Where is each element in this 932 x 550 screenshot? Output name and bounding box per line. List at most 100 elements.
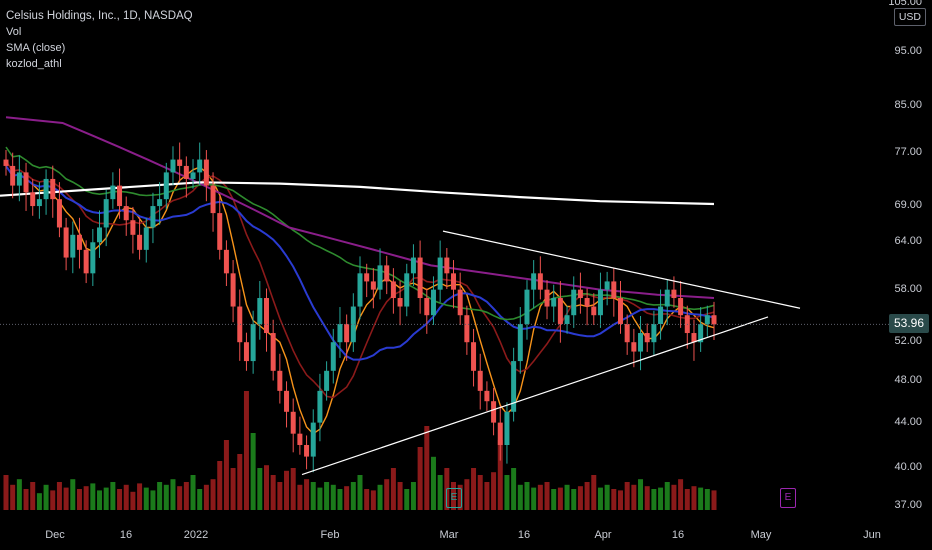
candle-body [564, 315, 570, 325]
volume-bar [103, 487, 109, 510]
candle-body [310, 422, 316, 457]
candle-body [664, 289, 670, 307]
upper-trendline [442, 230, 801, 309]
volume-bar [130, 491, 136, 510]
volume-bar [344, 486, 350, 510]
candle-body [317, 390, 323, 423]
volume-bar [3, 475, 9, 510]
candle-body [597, 289, 603, 316]
volume-bar [644, 486, 650, 510]
volume-bar [117, 489, 123, 510]
candle-body [511, 361, 517, 412]
candle-body [337, 324, 343, 343]
volume-bar [390, 468, 396, 510]
candle-body [304, 444, 310, 457]
volume-bar [284, 470, 290, 510]
x-tick-label: 16 [517, 529, 531, 541]
volume-bar [230, 468, 236, 510]
volume-bar [43, 484, 49, 510]
volume-bar [524, 482, 530, 510]
candle-body [277, 370, 283, 391]
volume-bar [484, 482, 490, 510]
candle-body [170, 159, 176, 173]
candle-body [250, 324, 256, 362]
candle-body [330, 342, 336, 371]
earnings-marker-upcoming[interactable]: E [780, 488, 796, 508]
volume-bar [177, 486, 183, 510]
earnings-marker-past[interactable]: E [446, 488, 462, 508]
volume-bar [190, 475, 196, 510]
volume-bar [491, 472, 497, 510]
candle-body [197, 159, 203, 173]
candle-body [658, 306, 664, 325]
y-tick-label: 48.00 [894, 373, 922, 386]
volume-bar [551, 489, 557, 510]
candle-body [524, 289, 530, 325]
volume-bar [557, 487, 563, 510]
volume-bar [604, 484, 610, 510]
volume-bar [97, 490, 103, 510]
x-tick-label: Mar [439, 529, 459, 541]
candle-body [404, 273, 410, 307]
volume-bar [350, 482, 356, 510]
volume-bar [297, 484, 303, 510]
chart-legend: Celsius Holdings, Inc., 1D, NASDAQ Vol S… [6, 8, 193, 72]
candle-body [203, 159, 209, 186]
candle-body [364, 273, 370, 282]
volume-bar [170, 479, 176, 510]
volume-bar [471, 468, 477, 510]
y-tick-label: 40.00 [894, 461, 922, 474]
candle-body [444, 257, 450, 274]
candle-body [143, 227, 149, 250]
candle-body [477, 370, 483, 391]
volume-bar [183, 482, 189, 510]
candle-body [163, 172, 169, 200]
legend-vol[interactable]: Vol [6, 26, 22, 38]
candle-body [284, 390, 290, 412]
volume-bar [290, 468, 296, 510]
candle-body [584, 298, 590, 307]
candle-body [537, 273, 543, 290]
volume-bar [497, 440, 503, 510]
candle-body [531, 273, 537, 290]
volume-bar [544, 482, 550, 510]
candle-body [557, 298, 563, 325]
candle-body [3, 159, 9, 166]
candle-body [711, 315, 717, 325]
volume-bar [404, 489, 410, 510]
candle-body [350, 306, 356, 343]
volume-bar [704, 489, 710, 510]
legend-indicator[interactable]: kozlod_athl [6, 58, 62, 70]
volume-bar [678, 479, 684, 510]
volume-bar [437, 475, 443, 510]
volume-bar [638, 479, 644, 510]
x-tick-label: Jun [863, 529, 881, 541]
volume-bar [143, 487, 149, 510]
volume-bar [504, 475, 510, 510]
candle-body [50, 178, 56, 200]
sma-long-line [5, 116, 715, 299]
candle-body [698, 324, 704, 343]
volume-bar [711, 490, 717, 510]
y-tick-label: 52.00 [894, 335, 922, 348]
currency-selector[interactable]: USD [893, 8, 926, 26]
volume-bar [377, 484, 383, 510]
candle-body [270, 333, 276, 371]
candle-body [63, 227, 69, 258]
candle-body [617, 298, 623, 325]
volume-bar [150, 490, 156, 510]
candle-body [691, 333, 697, 343]
volume-bar [23, 489, 29, 510]
candle-body [604, 281, 610, 290]
volume-bar [624, 482, 630, 510]
volume-bar [257, 468, 263, 510]
volume-bar [310, 482, 316, 510]
candle-body [16, 172, 22, 186]
candle-body [591, 306, 597, 316]
legend-sma[interactable]: SMA (close) [6, 42, 66, 54]
volume-bar [364, 489, 370, 510]
volume-bar [511, 468, 517, 510]
symbol-title[interactable]: Celsius Holdings, Inc., 1D, NASDAQ [6, 10, 193, 22]
candle-body [451, 273, 457, 290]
